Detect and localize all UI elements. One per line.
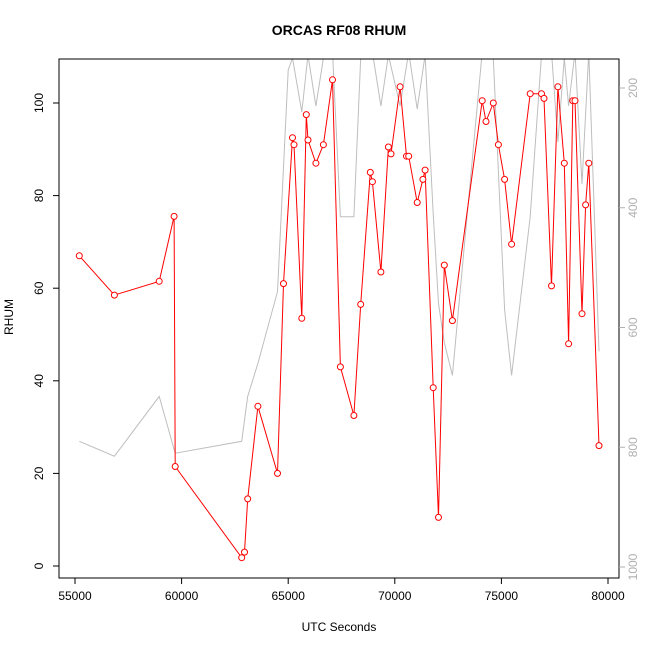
data-point <box>110 291 118 299</box>
data-point <box>350 412 358 419</box>
data-point <box>448 317 456 325</box>
data-point <box>304 136 312 144</box>
data-point <box>548 282 555 290</box>
data-point <box>336 363 344 371</box>
data-point <box>405 152 413 160</box>
data-point <box>319 141 327 149</box>
data-point <box>540 94 548 102</box>
data-point <box>440 261 448 269</box>
data-point <box>494 141 502 149</box>
data-point <box>489 99 497 107</box>
y-tick-label: 0 <box>32 562 46 569</box>
data-point <box>421 166 429 174</box>
series-line-pressure <box>79 59 600 457</box>
data-point <box>582 201 590 209</box>
data-point <box>241 548 248 556</box>
data-point <box>396 83 404 91</box>
data-point <box>413 199 421 206</box>
data-point <box>280 280 287 288</box>
x-axis-label: UTC Seconds <box>302 620 377 634</box>
data-point <box>501 175 509 183</box>
y2-axis-pressure: 200 400 600 800 1000 <box>619 78 640 580</box>
x-tick-label: 70000 <box>378 589 412 603</box>
x-tick-label: 60000 <box>165 589 199 603</box>
data-point <box>478 97 486 105</box>
data-point <box>312 159 320 167</box>
y-tick-label: 80 <box>32 189 46 203</box>
data-point <box>526 90 534 98</box>
plot-frame <box>58 58 620 579</box>
data-point <box>578 310 586 318</box>
series-line-rhum <box>78 79 600 559</box>
data-point <box>571 97 579 105</box>
y-tick-label: 20 <box>32 466 46 480</box>
y-tick-label: 40 <box>32 374 46 388</box>
data-point <box>419 175 427 183</box>
x-tick-label: 65000 <box>272 589 306 603</box>
y-tick-label: 100 <box>32 93 46 113</box>
x-tick-label: 75000 <box>485 589 519 603</box>
chart-title: ORCAS RF08 RHUM <box>272 22 407 38</box>
data-point <box>368 178 376 186</box>
data-point <box>254 402 262 410</box>
y2-tick-label: 400 <box>626 197 640 217</box>
y-tick-label: 60 <box>32 281 46 295</box>
data-point <box>244 495 252 503</box>
data-point <box>585 159 593 167</box>
data-point <box>387 150 395 158</box>
series-layer <box>75 59 603 562</box>
y2-tick-label: 1000 <box>626 553 640 580</box>
data-point <box>329 76 336 84</box>
x-tick-label: 80000 <box>591 589 625 603</box>
data-point <box>171 463 179 470</box>
data-point <box>366 168 374 176</box>
data-point <box>429 384 437 392</box>
data-point <box>595 442 603 450</box>
data-point <box>289 134 296 142</box>
data-point <box>298 314 306 322</box>
y2-tick-label: 200 <box>626 78 640 98</box>
data-point <box>482 118 490 125</box>
data-point <box>560 159 568 167</box>
y-axis: 0 20 40 60 80 100 <box>32 93 59 569</box>
data-point <box>508 240 516 248</box>
data-point <box>377 268 385 276</box>
data-point <box>238 554 246 562</box>
x-axis: 55000 60000 65000 70000 75000 80000 <box>58 578 625 603</box>
data-point <box>290 141 298 149</box>
data-point <box>155 277 163 285</box>
y2-tick-label: 600 <box>626 317 640 337</box>
y-axis-label: RHUM <box>2 299 16 335</box>
data-point <box>435 513 442 521</box>
data-point <box>274 469 281 477</box>
data-point <box>565 340 573 348</box>
data-point <box>554 83 562 91</box>
data-point <box>75 252 83 260</box>
y2-tick-label: 800 <box>626 437 640 457</box>
data-point <box>302 111 310 119</box>
data-point <box>170 212 178 220</box>
data-point <box>384 143 392 151</box>
data-point <box>357 300 365 308</box>
x-tick-label: 55000 <box>58 589 92 603</box>
